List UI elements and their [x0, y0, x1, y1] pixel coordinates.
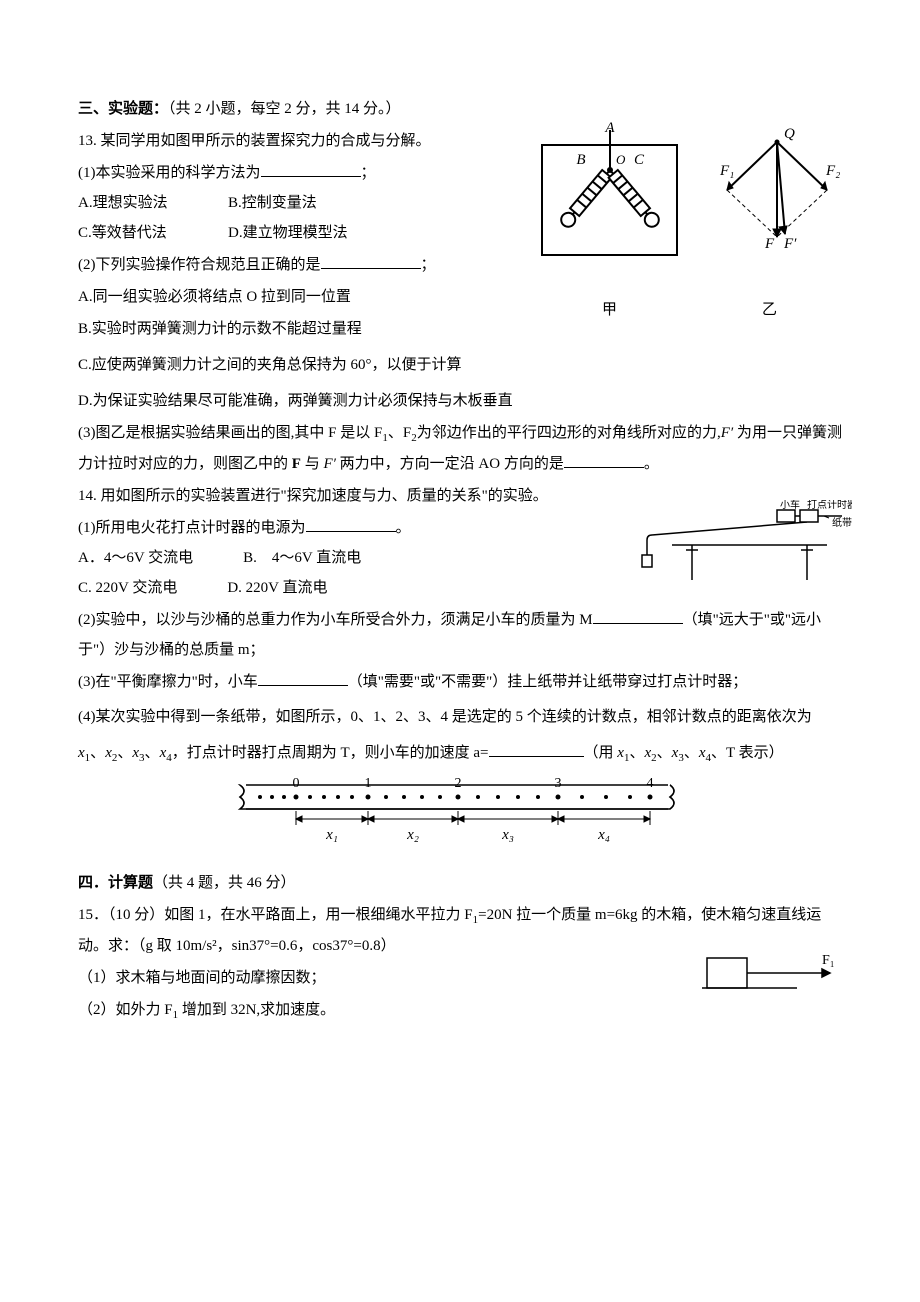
svg-text:F₁: F₁ [822, 953, 835, 968]
svg-text:A: A [604, 120, 615, 136]
q14-figure: 小车 打点计时器 纸带 [632, 500, 852, 591]
q14-p1-text: (1)所用电火花打点计时器的电源为 [78, 520, 306, 536]
q13-op2D: D.为保证实验结果尽可能准确，两弹簧测力计必须保持与木板垂直 [78, 386, 842, 416]
section4-title: 四．计算题 [78, 875, 153, 891]
q13-optA: A.理想实验法 [78, 188, 228, 218]
q13-p2-tail: ； [421, 257, 436, 273]
blank [593, 608, 683, 625]
q14-p2: (2)实验中，以沙与沙桶的总重力作为小车所受合外力，须满足小车的质量为 M（填"… [78, 605, 842, 665]
q13-p3f: F [292, 456, 301, 472]
x4b: x [699, 745, 706, 761]
svg-text:x₃: x₃ [501, 827, 514, 843]
q14-optA: A．4～6V 交流电 [78, 543, 193, 573]
blank [564, 452, 644, 469]
svg-text:纸带: 纸带 [832, 516, 852, 529]
q13-p3c: 为邻边作出的平行四边形的对角线所对应的力, [417, 425, 721, 441]
svg-text:小车: 小车 [780, 500, 800, 511]
q13-p1-text: (1)本实验采用的科学方法为 [78, 165, 261, 181]
svg-text:Q: Q [784, 126, 795, 142]
q13-p1-tail: ； [361, 165, 376, 181]
fig-caption-yi: 乙 [697, 301, 842, 319]
q14-p3: (3)在"平衡摩擦力"时，小车 （填"需要"或"不需要"）挂上纸带并让纸带穿过打点… [78, 667, 842, 697]
q14-p4g: 、 [629, 745, 644, 761]
q14-p3a: (3)在"平衡摩擦力"时，小车 [78, 674, 258, 690]
svg-text:x₄: x₄ [597, 827, 610, 843]
q13-op2C: C.应使两弹簧测力计之间的夹角总保持为 60°，以便于计算 [78, 350, 842, 380]
q14-p4b: 、 [90, 745, 105, 761]
q14-optC: C. 220V 交流电 [78, 573, 177, 603]
svg-text:F′: F′ [783, 236, 797, 252]
x1b: x [617, 745, 624, 761]
blank [261, 161, 361, 178]
section3-note: （共 2 小题，每空 2 分，共 14 分。） [168, 101, 401, 117]
q14-tape-figure: 0 1 2 3 4 x₁ x₂ x₃ x₄ [78, 777, 842, 858]
q13-p3d: F′ [721, 425, 733, 441]
svg-text:C: C [634, 152, 645, 168]
q14-p4d: 、 [145, 745, 160, 761]
section3-title: 三、实验题： [78, 101, 168, 117]
q15-q2a: （2）如外力 F [78, 1002, 173, 1018]
section4-header: 四．计算题（共 4 题，共 46 分） [78, 868, 842, 898]
q13-svg: A B C O Q F₁ F₂ F F′ [522, 120, 842, 290]
q14-p4c: 、 [117, 745, 132, 761]
blank [258, 670, 348, 687]
q13-p3h: F′ [323, 456, 335, 472]
x1: x [78, 745, 85, 761]
svg-text:1: 1 [365, 777, 372, 791]
q13-p2-text: (2)下列实验操作符合规范且正确的是 [78, 257, 321, 273]
q15-svg: F₁ [702, 950, 842, 1005]
q14-p1-tail: 。 [396, 520, 411, 536]
q13-p3i: 两力中，方向一定沿 AO 方向的是 [336, 456, 564, 472]
q15-q2b: 增加到 32N,求加速度。 [178, 1002, 335, 1018]
q14-p4: (4)某次实验中得到一条纸带，如图所示，0、1、2、3、4 是选定的 5 个连续… [78, 699, 842, 771]
q13-p3tail: 。 [644, 456, 659, 472]
q13-figure: A B C O Q F₁ F₂ F F′ 甲 乙 [522, 120, 842, 319]
q14-p4e: ，打点计时器打点周期为 T，则小车的加速度 a= [172, 745, 489, 761]
svg-text:F: F [764, 236, 775, 252]
x2: x [105, 745, 112, 761]
q14-p4f: （用 [584, 745, 618, 761]
q14-svg: 小车 打点计时器 纸带 [632, 500, 852, 580]
q13-optC: C.等效替代法 [78, 218, 228, 248]
svg-text:2: 2 [455, 777, 462, 791]
q15-figure: F₁ [702, 950, 842, 1016]
q14-p3b: （填"需要"或"不需要"）挂上纸带并让纸带穿过打点计时器； [348, 674, 748, 690]
q13-p3b: 、F [388, 425, 411, 441]
svg-text:打点计时器: 打点计时器 [807, 500, 852, 511]
svg-text:4: 4 [647, 777, 654, 791]
q13-p3a: (3)图乙是根据实验结果画出的图,其中 F 是以 F [78, 425, 382, 441]
section4-note: （共 4 题，共 46 分） [153, 875, 296, 891]
svg-text:0: 0 [293, 777, 300, 791]
svg-text:x₂: x₂ [406, 827, 419, 843]
q14-optD: D. 220V 直流电 [227, 573, 327, 603]
q14-p4j: 、T 表示） [711, 745, 784, 761]
svg-text:B: B [576, 152, 585, 168]
q13-p3: (3)图乙是根据实验结果画出的图,其中 F 是以 F1、F2为邻边作出的平行四边… [78, 418, 842, 479]
q14-p4h: 、 [657, 745, 672, 761]
svg-text:x₁: x₁ [325, 827, 338, 843]
q15-stem1: 15．（10 分）如图 1，在水平路面上，用一根细绳水平拉力 F [78, 907, 473, 923]
blank [306, 516, 396, 533]
svg-text:F₁: F₁ [719, 163, 734, 179]
blank [321, 253, 421, 270]
q13-p3g: 与 [301, 456, 324, 472]
svg-text:O: O [616, 152, 626, 167]
svg-text:3: 3 [555, 777, 562, 791]
q14-p2a: (2)实验中，以沙与沙桶的总重力作为小车所受合外力，须满足小车的质量为 M [78, 612, 593, 628]
blank [489, 741, 584, 758]
q14-p4i: 、 [684, 745, 699, 761]
q14-optB: B. 4～6V 直流电 [243, 543, 361, 573]
svg-text:F₂: F₂ [825, 163, 840, 179]
tape-svg: 0 1 2 3 4 x₁ x₂ x₃ x₄ [230, 777, 690, 847]
q14-p4a: (4)某次实验中得到一条纸带，如图所示，0、1、2、3、4 是选定的 5 个连续… [78, 709, 812, 725]
fig-caption-jia: 甲 [522, 301, 697, 319]
